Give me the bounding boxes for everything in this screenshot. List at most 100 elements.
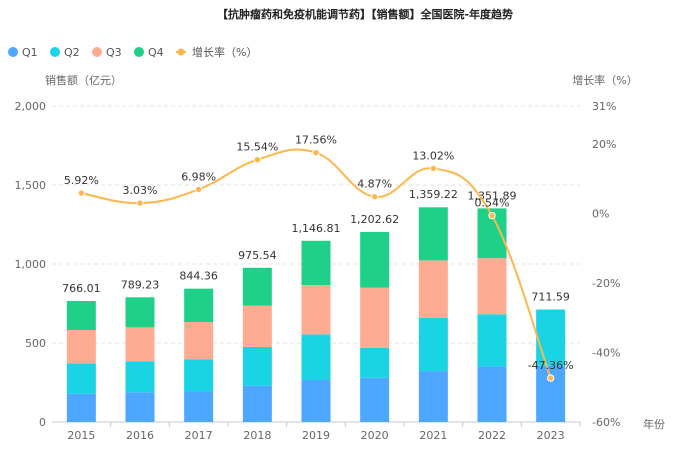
bar-q2-2016 (125, 361, 155, 393)
y-axis-ticks: 0 500 1,000 1,500 2,000 (15, 100, 47, 429)
bar-q1-2019 (301, 379, 331, 422)
growth-label-2018: 15.54% (236, 141, 278, 154)
x-axis-label: 年份 (643, 417, 665, 431)
bar-q2-2022 (477, 314, 507, 367)
y-axis-label: 销售额（亿元） (45, 73, 122, 87)
total-labels: 766.01 789.23 844.36 975.54 1,146.81 1,202.62… (62, 188, 570, 303)
y2-axis-label: 增长率（%） (572, 73, 637, 87)
bar-q1-2023 (536, 365, 566, 422)
y2-tick-label: -60% (592, 416, 620, 429)
growth-point-2016 (136, 199, 144, 207)
x-tick-label: 2023 (537, 429, 565, 442)
bar-q3-2017 (184, 321, 214, 360)
legend-label-growth: 增长率（%） (192, 45, 257, 59)
growth-point-2022 (488, 211, 496, 220)
growth-label-2019: 17.56% (295, 134, 337, 147)
y2-tick-label: 31% (592, 100, 616, 113)
bar-q4-2018 (242, 267, 272, 306)
legend-label-q1: Q1 (22, 46, 38, 59)
total-label-2015: 766.01 (62, 282, 101, 295)
legend-dot-growth (177, 48, 185, 56)
growth-point-2021 (429, 164, 438, 173)
legend-label-q4: Q4 (148, 46, 164, 59)
x-tick-label: 2015 (67, 429, 95, 442)
total-label-2019: 1,146.81 (292, 222, 341, 235)
legend: Q1 Q2 Q3 Q4 增长率（%） (8, 45, 257, 59)
x-tick-label: 2017 (185, 429, 213, 442)
growth-series: 5.92% 3.03% 6.98% 15.54% 17.56% 4.87% 13.02% 0.… (64, 134, 574, 382)
bar-q1-2018 (242, 385, 272, 422)
total-label-2020: 1,202.62 (350, 213, 399, 226)
total-label-2017: 844.36 (179, 270, 218, 283)
growth-label-2023: -47.36% (528, 359, 574, 372)
growth-point-2023 (546, 374, 555, 382)
y2-tick-label: 20% (592, 138, 616, 151)
x-tick-label: 2020 (361, 429, 389, 442)
x-axis-ticks: 2015 2016 2017 2018 2019 2020 2021 2022 2023 (67, 422, 581, 442)
y-tick-label: 0 (39, 416, 46, 429)
bar-q4-2016 (125, 297, 155, 328)
bar-q3-2019 (301, 285, 331, 335)
legend-marker-q2 (50, 47, 60, 57)
bar-q3-2020 (360, 287, 390, 348)
total-label-2018: 975.54 (238, 249, 277, 262)
chart-title: 【抗肿瘤药和免疫机能调节药】【销售额】全国医院-年度趋势 (217, 7, 513, 21)
bar-q3-2018 (242, 305, 272, 347)
bar-q1-2020 (360, 377, 390, 422)
x-tick-label: 2022 (478, 429, 506, 442)
y2-tick-label: -40% (592, 347, 620, 360)
bar-q4-2017 (184, 288, 214, 322)
x-tick-label: 2019 (302, 429, 330, 442)
bar-q1-2021 (418, 371, 448, 422)
growth-point-2020 (370, 193, 379, 201)
bar-q1-2022 (477, 366, 507, 422)
bar-q4-2015 (66, 300, 96, 331)
growth-point-2018 (253, 155, 262, 164)
y-tick-label: 1,000 (15, 258, 47, 271)
bar-q2-2017 (184, 359, 214, 392)
total-label-2016: 789.23 (121, 278, 160, 291)
bar-q4-2020 (360, 231, 390, 288)
growth-label-2017: 6.98% (181, 170, 216, 183)
y-tick-label: 2,000 (15, 100, 47, 113)
bar-q1-2015 (66, 393, 96, 422)
y-tick-label: 500 (25, 337, 46, 350)
bar-q1-2016 (125, 392, 155, 422)
x-tick-label: 2016 (126, 429, 154, 442)
growth-label-2021: 13.02% (412, 149, 454, 162)
bar-q2-2020 (360, 347, 390, 378)
growth-label-2020: 4.87% (357, 178, 392, 191)
total-label-2022: 1,351.89 (468, 189, 517, 202)
legend-label-q2: Q2 (64, 46, 80, 59)
bar-q1-2017 (184, 391, 214, 422)
growth-label-2016: 3.03% (123, 184, 158, 197)
bar-q3-2016 (125, 327, 155, 362)
bar-q2-2018 (242, 346, 272, 386)
y2-axis-ticks: -60% -40% -20% 0% 20% 31% (592, 100, 620, 429)
y2-tick-label: -20% (592, 277, 620, 290)
bar-q2-2019 (301, 334, 331, 380)
bar-q3-2021 (418, 260, 448, 318)
y-tick-label: 1,500 (15, 179, 47, 192)
y2-tick-label: 0% (592, 208, 609, 221)
bar-q3-2015 (66, 330, 96, 364)
total-label-2023: 711.59 (531, 291, 570, 304)
bar-q2-2023 (536, 309, 566, 366)
growth-label-2022: 0.54% (475, 197, 510, 210)
total-label-2021: 1,359.22 (409, 188, 458, 201)
bar-q2-2021 (418, 317, 448, 372)
x-tick-label: 2018 (243, 429, 271, 442)
growth-point-2015 (77, 189, 86, 197)
legend-marker-q4 (134, 47, 144, 57)
bar-series (66, 207, 566, 422)
growth-point-2017 (194, 185, 203, 194)
growth-label-2015: 5.92% (64, 174, 99, 187)
legend-marker-q3 (92, 47, 102, 57)
bar-q2-2015 (66, 363, 96, 394)
bar-q3-2022 (477, 258, 507, 315)
bar-q4-2019 (301, 240, 331, 286)
bar-q4-2021 (418, 207, 448, 261)
legend-marker-q1 (8, 47, 18, 57)
